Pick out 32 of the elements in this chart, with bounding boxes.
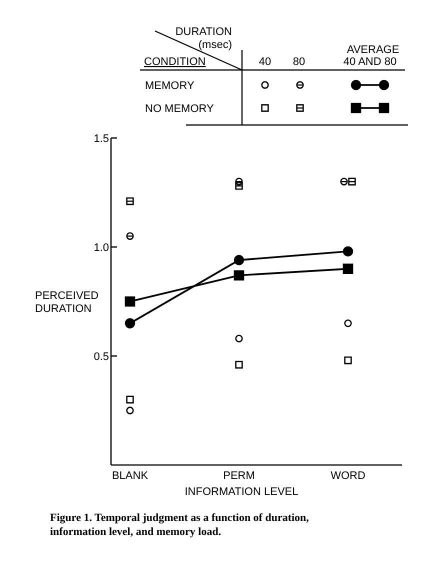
point bbox=[234, 254, 244, 266]
point bbox=[126, 406, 134, 414]
point bbox=[235, 178, 243, 186]
point bbox=[234, 270, 244, 280]
point bbox=[344, 319, 352, 328]
point bbox=[126, 396, 134, 404]
x-tick-label: PERM bbox=[223, 470, 255, 482]
text: NO MEMORY bbox=[145, 103, 215, 115]
text: MEMORY bbox=[145, 80, 195, 92]
point bbox=[235, 334, 243, 342]
y-axis-title: PERCEIVED DURATION bbox=[35, 290, 99, 315]
caption: Figure 1. Temporal judgment as a function of duration, information level, and memory load. bbox=[50, 512, 310, 538]
text: DURATION (msec) bbox=[175, 26, 232, 51]
y-tick-label: 1.5 bbox=[94, 133, 109, 145]
text: 80 bbox=[292, 56, 306, 68]
x-tick-label: BLANK bbox=[112, 470, 149, 482]
x-axis-title: INFORMATION LEVEL bbox=[184, 486, 298, 498]
point bbox=[124, 318, 136, 328]
text: AVERAGE 40 AND 80 bbox=[343, 44, 400, 68]
point bbox=[126, 232, 134, 240]
x-tick-label: WORD bbox=[330, 470, 366, 482]
y-tick-label: 0.5 bbox=[94, 351, 109, 363]
point bbox=[342, 246, 354, 256]
text: 40 bbox=[258, 56, 272, 68]
point bbox=[342, 264, 354, 274]
point bbox=[235, 182, 243, 190]
y-tick-label: 1.0 bbox=[94, 242, 109, 254]
point bbox=[124, 296, 136, 307]
point bbox=[126, 197, 134, 206]
point bbox=[235, 360, 243, 369]
point bbox=[344, 356, 352, 364]
text: CONDITION bbox=[144, 56, 206, 68]
